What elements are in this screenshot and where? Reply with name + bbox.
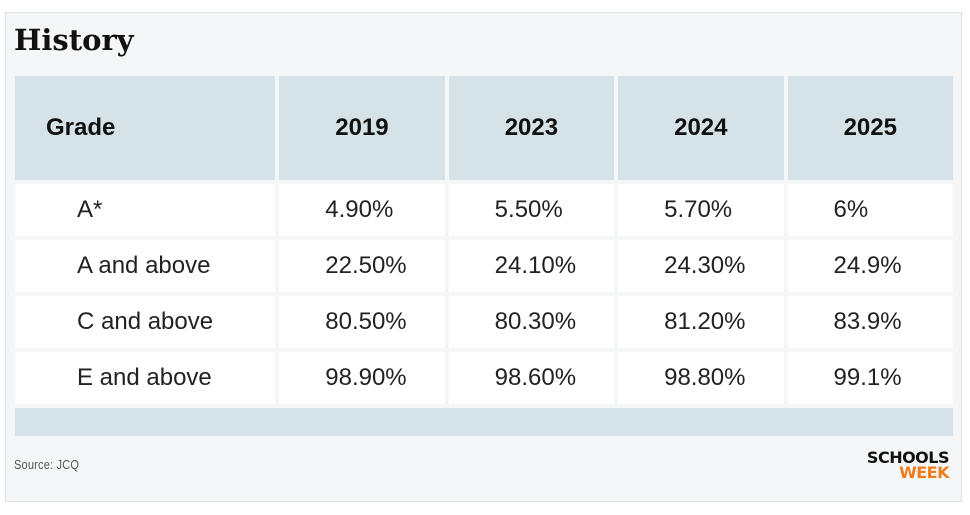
table-cell: 6% [787, 184, 953, 236]
table-cell: 5.70% [618, 184, 784, 236]
table-cell: 98.90% [279, 352, 445, 404]
table-cell: 5.50% [448, 184, 615, 236]
table-cell: 24.30% [618, 240, 784, 292]
table-cell: 80.50% [279, 296, 445, 348]
table-row: A and above 22.50% 24.10% 24.30% 24.9% [15, 240, 953, 292]
chart-card: History Grade 2019 2023 2024 2025 A* 4.9… [5, 12, 962, 502]
column-header-grade: Grade [15, 76, 276, 180]
row-label-c-and-above: C and above [15, 296, 276, 348]
table-footer-band [15, 408, 953, 436]
table-cell: 81.20% [618, 296, 784, 348]
table-cell: 24.10% [448, 240, 615, 292]
table-cell: 83.9% [787, 296, 953, 348]
table-cell: 24.9% [787, 240, 953, 292]
footer-band-cell [15, 408, 953, 436]
table-cell: 98.80% [618, 352, 784, 404]
column-header-2025: 2025 [787, 76, 953, 180]
row-label-e-and-above: E and above [15, 352, 276, 404]
table-header-row: Grade 2019 2023 2024 2025 [15, 76, 953, 180]
table-row: A* 4.90% 5.50% 5.70% 6% [15, 184, 953, 236]
data-table-wrapper: Grade 2019 2023 2024 2025 A* 4.90% 5.50%… [15, 76, 953, 436]
source-note: Source: JCQ [14, 457, 80, 472]
row-label-a-and-above: A and above [15, 240, 276, 292]
table-cell: 98.60% [448, 352, 615, 404]
table-row: C and above 80.50% 80.30% 81.20% 83.9% [15, 296, 953, 348]
column-header-2024: 2024 [618, 76, 784, 180]
row-label-a-star: A* [15, 184, 276, 236]
table-row: E and above 98.90% 98.60% 98.80% 99.1% [15, 352, 953, 404]
chart-title: History [14, 23, 134, 57]
logo-line-schools: SCHOOLS [866, 448, 950, 467]
schools-week-logo: SCHOOLS WEEK [866, 448, 950, 482]
column-header-2019: 2019 [279, 76, 445, 180]
logo-line-week: WEEK [899, 463, 949, 482]
data-table: Grade 2019 2023 2024 2025 A* 4.90% 5.50%… [11, 72, 957, 440]
table-cell: 4.90% [279, 184, 445, 236]
table-cell: 22.50% [279, 240, 445, 292]
table-cell: 80.30% [448, 296, 615, 348]
table-cell: 99.1% [787, 352, 953, 404]
column-header-2023: 2023 [448, 76, 615, 180]
